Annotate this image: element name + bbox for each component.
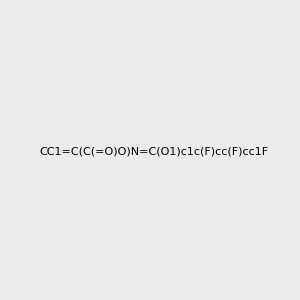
Text: CC1=C(C(=O)O)N=C(O1)c1c(F)cc(F)cc1F: CC1=C(C(=O)O)N=C(O1)c1c(F)cc(F)cc1F [39,146,268,157]
